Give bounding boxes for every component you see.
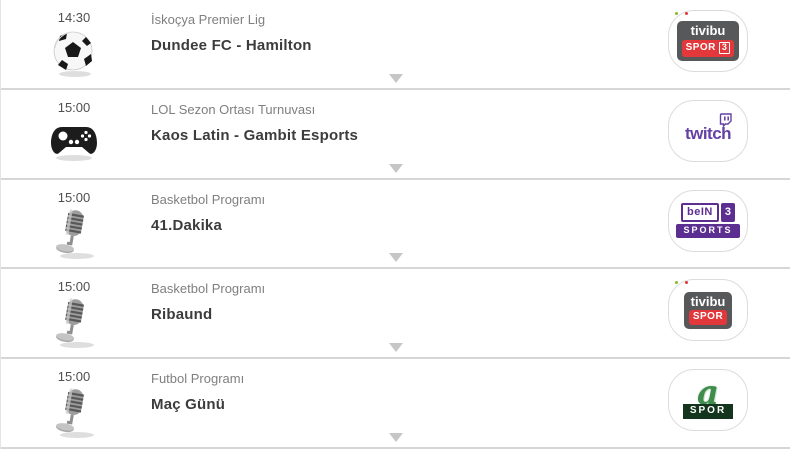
program-title: Dundee FC - Hamilton [151, 37, 312, 54]
twitch-logo: twitch [684, 113, 732, 144]
program-row[interactable]: 15:00 [1, 179, 790, 270]
microphone-icon [56, 208, 94, 259]
program-time-column: 15:00 [45, 100, 103, 164]
program-row[interactable]: 15:00 [1, 89, 790, 180]
program-info: İskoçya Premier Lig Dundee FC - Hamilton [151, 12, 312, 54]
expand-row-arrow-icon[interactable] [388, 253, 403, 263]
tivibu-logo: tivibu SPOR [675, 280, 733, 329]
tivibu-logo: tivibu SPOR 3 [675, 11, 740, 61]
program-category: LOL Sezon Ortası Turnuvası [151, 101, 316, 117]
program-time: 15:00 [57, 369, 91, 385]
expand-row-arrow-icon[interactable] [388, 343, 403, 353]
aspor-letter: a [696, 373, 720, 414]
channel-logo-card[interactable]: tivibu SPOR tivibu tivibu [668, 279, 748, 342]
program-category: Futbol Programı [151, 371, 245, 387]
tivibu-red-dot [685, 11, 688, 15]
program-time: 15:00 [57, 99, 91, 115]
program-time: 15:00 [57, 189, 91, 205]
soccer-ball-icon [53, 31, 93, 77]
channel-logo-card[interactable]: beIN SPORTS 3 beIN beIN 3 [668, 189, 748, 252]
microphone-icon [56, 388, 94, 439]
twitch-wordmark: twitch [684, 123, 732, 143]
bein-wordmark: beIN [681, 202, 719, 222]
program-time: 14:30 [57, 10, 91, 25]
tivibu-spor-label: SPOR [692, 311, 724, 323]
program-time-column: 14:30 [45, 10, 103, 78]
program-category: İskoçya Premier Lig [151, 12, 266, 27]
program-time-column: 15:00 [45, 190, 103, 260]
program-title: 41.Dakika [151, 216, 223, 234]
expand-row-arrow-icon[interactable] [388, 163, 403, 173]
program-row[interactable]: 15:00 [1, 359, 790, 449]
program-info: Basketbol Programı 41.Dakika [151, 192, 265, 234]
gamepad-icon [51, 126, 97, 161]
channel-logo-card[interactable]: SPOR SPOR a [668, 369, 748, 432]
a-spor-logo: a SPOR [682, 373, 734, 419]
program-info: Futbol Programı Maç Günü [151, 371, 244, 413]
program-info: LOL Sezon Ortası Turnuvası Kaos Latin - … [151, 102, 358, 144]
program-title: Ribaund [151, 306, 213, 324]
program-info: Basketbol Programı Ribaund [151, 281, 265, 323]
aspor-spor-label: SPOR [682, 403, 734, 419]
program-row[interactable]: 15:00 [1, 269, 790, 360]
tivibu-green-dot [675, 11, 678, 15]
twitch-glitch-icon [719, 113, 732, 127]
program-category: Basketbol Programı [151, 191, 266, 207]
bein-sports-logo: beIN 3 SPORTS [676, 202, 740, 239]
program-title: Kaos Latin - Gambit Esports [151, 126, 359, 144]
expand-row-arrow-icon[interactable] [388, 73, 403, 83]
tivibu-wordmark: tivibu [690, 23, 726, 39]
channel-logo-card[interactable]: twitch twitch twitch [668, 99, 748, 162]
bein-sports-label: SPORTS [676, 223, 740, 239]
tivibu-red-dot [685, 280, 688, 284]
microphone-icon [56, 298, 94, 349]
program-title: Maç Günü [151, 396, 226, 414]
channel-logo-card[interactable]: tivibu SPOR 3 tivibu tivibu [668, 10, 748, 72]
bein-channel-number: 3 [720, 202, 735, 222]
program-time-column: 15:00 [45, 279, 103, 349]
expand-row-arrow-icon[interactable] [388, 432, 403, 442]
program-row[interactable]: 14:30 [1, 0, 790, 90]
tivibu-wordmark: tivibu [690, 293, 726, 309]
program-time: 15:00 [57, 279, 91, 295]
program-time-column: 15:00 [45, 369, 103, 439]
tivibu-channel-number: 3 [718, 42, 731, 55]
tivibu-green-dot [675, 280, 678, 284]
program-category: Basketbol Programı [151, 281, 266, 297]
tivibu-spor-label: SPOR [685, 42, 716, 54]
